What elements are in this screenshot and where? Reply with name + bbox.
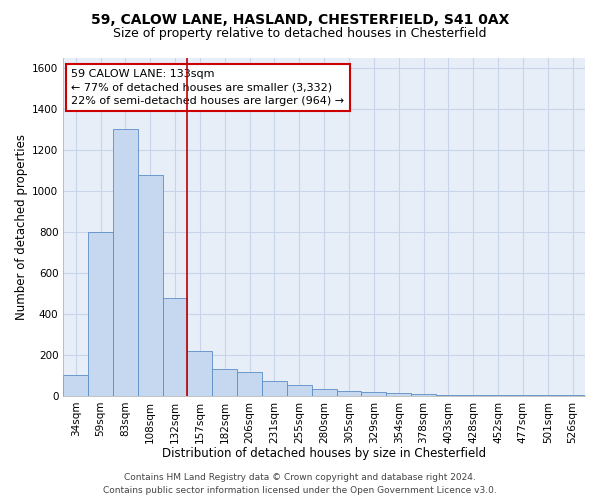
Bar [411,394,436,396]
Bar [163,298,187,396]
Bar [461,395,485,396]
Bar [88,232,113,396]
Bar [212,369,237,396]
Bar [485,395,511,396]
Text: Contains HM Land Registry data © Crown copyright and database right 2024.
Contai: Contains HM Land Registry data © Crown c… [103,474,497,495]
Bar [113,130,138,396]
Bar [287,384,312,396]
Text: Size of property relative to detached houses in Chesterfield: Size of property relative to detached ho… [113,28,487,40]
Text: 59 CALOW LANE: 133sqm
← 77% of detached houses are smaller (3,332)
22% of semi-d: 59 CALOW LANE: 133sqm ← 77% of detached … [71,70,344,106]
Bar [312,388,337,396]
Bar [386,393,411,396]
Bar [237,372,262,396]
Bar [337,390,361,396]
Bar [138,176,163,396]
Text: 59, CALOW LANE, HASLAND, CHESTERFIELD, S41 0AX: 59, CALOW LANE, HASLAND, CHESTERFIELD, S… [91,12,509,26]
Bar [436,395,461,396]
Bar [361,392,386,396]
Bar [535,395,560,396]
Bar [560,395,585,396]
Bar [187,350,212,396]
Y-axis label: Number of detached properties: Number of detached properties [15,134,28,320]
Bar [511,395,535,396]
Bar [63,376,88,396]
X-axis label: Distribution of detached houses by size in Chesterfield: Distribution of detached houses by size … [162,447,486,460]
Bar [262,382,287,396]
